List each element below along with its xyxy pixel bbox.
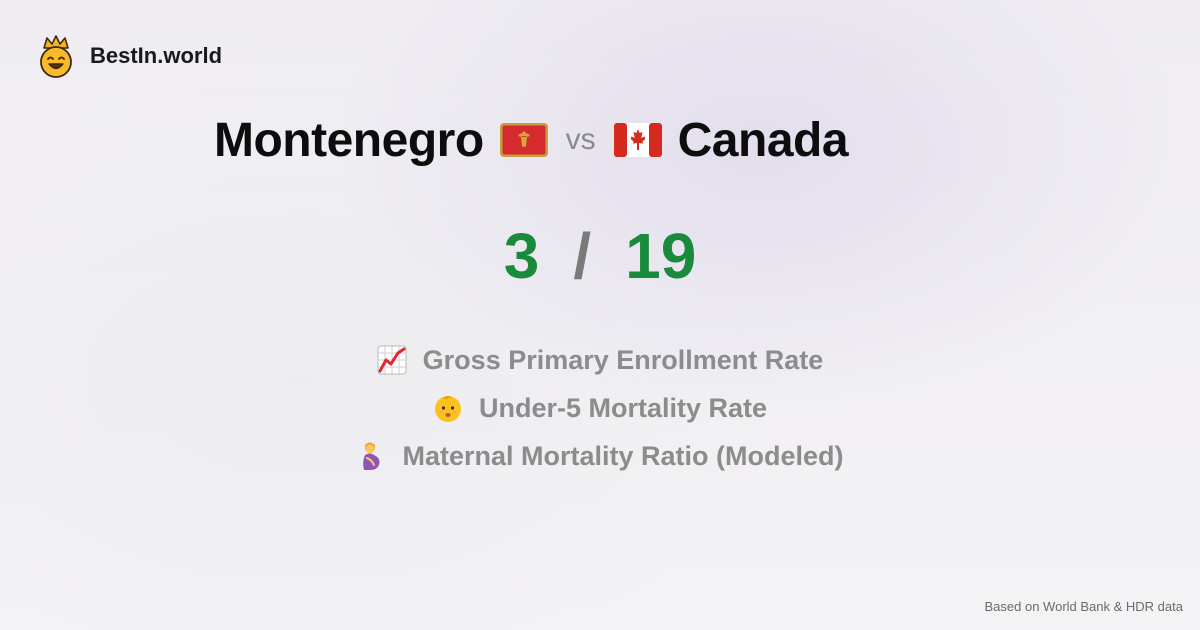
chart-increasing-icon [377,345,407,375]
score-summary: 3 / 19 [0,218,1200,294]
metric-list: Gross Primary Enrollment Rate Under-5 Mo… [0,336,1200,480]
left-country-name[interactable]: Montenegro [214,113,484,167]
brand[interactable]: BestIn.world [36,34,222,78]
vs-label: vs [565,123,596,156]
crowned-smiley-icon [40,35,72,78]
canada-flag-icon [613,123,662,157]
score-separator: / [573,220,592,292]
metric-label: Gross Primary Enrollment Rate [422,344,824,375]
pregnant-woman-icon [363,442,380,470]
left-score: 3 [503,220,540,292]
baby-face-icon [434,396,461,422]
comparison-headline: Montenegro vs Canada [214,108,849,172]
list-item[interactable]: Maternal Mortality Ratio (Modeled) [0,432,1200,480]
montenegro-flag-icon [499,123,548,157]
list-item[interactable]: Under-5 Mortality Rate [0,384,1200,432]
metric-label: Maternal Mortality Ratio (Modeled) [402,440,844,471]
list-item[interactable]: Gross Primary Enrollment Rate [0,336,1200,384]
right-score: 19 [625,220,697,292]
metric-label: Under-5 Mortality Rate [478,392,768,423]
data-source-note: Based on World Bank & HDR data [984,599,1183,614]
right-country-name[interactable]: Canada [677,113,849,167]
brand-name: BestIn.world [90,43,223,68]
